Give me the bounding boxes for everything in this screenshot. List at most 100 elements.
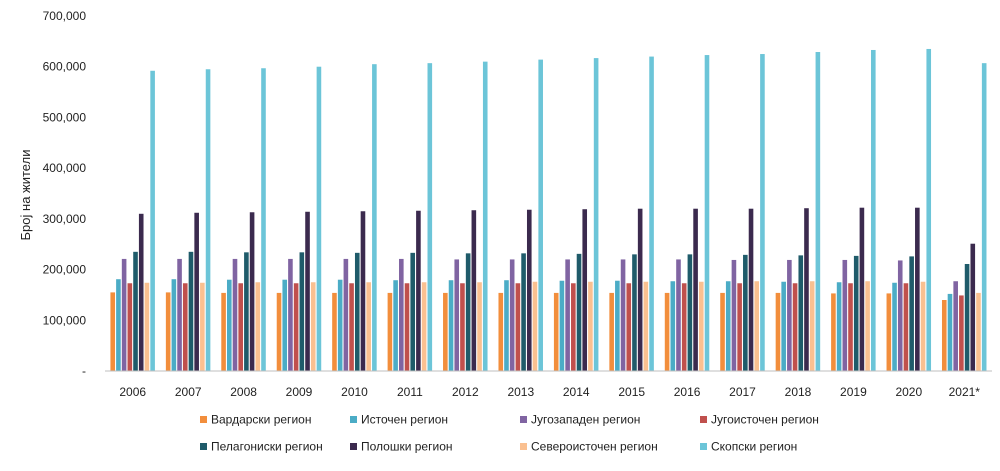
bar-6-2013 bbox=[526, 209, 532, 371]
bar-5-2018 bbox=[798, 255, 804, 371]
bar-1-2007 bbox=[165, 292, 171, 371]
bar-2-2017 bbox=[725, 281, 731, 371]
bar-8-2014 bbox=[593, 58, 599, 372]
bar-6-2017 bbox=[748, 208, 754, 371]
bar-7-2011 bbox=[421, 282, 427, 371]
bar-2-2012 bbox=[448, 280, 454, 371]
bar-5-2010 bbox=[354, 252, 360, 371]
bar-2-2016 bbox=[670, 281, 676, 371]
legend-swatch bbox=[200, 416, 207, 423]
bar-4-2011 bbox=[404, 283, 410, 371]
x-tick-label: 2015 bbox=[618, 385, 645, 399]
bar-4-2007 bbox=[182, 283, 188, 371]
bar-2-2021p bbox=[947, 293, 953, 371]
x-tick-label: 2007 bbox=[175, 385, 202, 399]
bar-3-2019 bbox=[842, 259, 848, 371]
bar-6-2006 bbox=[138, 213, 144, 371]
bar-7-2010 bbox=[366, 282, 371, 371]
bar-8-2017 bbox=[760, 54, 765, 371]
bar-1-2006 bbox=[110, 292, 116, 371]
legend-label: Североисточен регион bbox=[531, 440, 658, 454]
y-tick-label: 500,000 bbox=[43, 110, 87, 124]
bar-6-2012 bbox=[471, 210, 477, 371]
legend-label: Полошки регион bbox=[361, 440, 453, 454]
bar-8-2019 bbox=[871, 49, 876, 371]
bar-1-2021p bbox=[941, 300, 947, 371]
y-tick-label: 100,000 bbox=[43, 313, 87, 327]
legend-swatch bbox=[520, 443, 527, 450]
bar-7-2007 bbox=[200, 282, 205, 371]
bar-7-2015 bbox=[643, 281, 649, 371]
bar-4-2015 bbox=[626, 283, 632, 371]
bar-5-2014 bbox=[576, 253, 582, 371]
bar-2-2020 bbox=[892, 282, 897, 371]
bar-5-2008 bbox=[244, 252, 249, 371]
bar-4-2019 bbox=[848, 283, 853, 371]
bars bbox=[110, 48, 987, 372]
bar-3-2009 bbox=[288, 258, 293, 371]
bar-3-2015 bbox=[620, 259, 626, 371]
bar-5-2012 bbox=[465, 253, 471, 371]
x-tick-label: 2017 bbox=[729, 385, 756, 399]
bar-7-2021p bbox=[976, 292, 981, 371]
bar-8-2018 bbox=[815, 52, 821, 371]
y-axis-ticks: - 100,000 200,000 300,000 400,000 500,000 600,… bbox=[43, 9, 87, 378]
x-tick-label: 2006 bbox=[119, 385, 146, 399]
bar-2-2018 bbox=[781, 281, 786, 371]
y-tick-label: 600,000 bbox=[43, 60, 87, 74]
bar-1-2010 bbox=[332, 292, 337, 371]
bar-8-2021p bbox=[981, 63, 987, 371]
bar-4-2018 bbox=[792, 283, 798, 371]
bar-3-2018 bbox=[787, 259, 792, 371]
bar-7-2014 bbox=[588, 281, 593, 371]
x-tick-label: 2014 bbox=[563, 385, 590, 399]
legend-label: Скопски регион bbox=[711, 440, 797, 454]
legend-label: Пелагониски регион bbox=[211, 440, 323, 454]
x-tick-label: 2018 bbox=[785, 385, 812, 399]
bar-1-2011 bbox=[387, 292, 393, 371]
bar-5-2021p bbox=[964, 263, 970, 371]
bar-6-2016 bbox=[693, 208, 698, 371]
bar-7-2009 bbox=[310, 282, 316, 371]
bar-4-2021p bbox=[959, 295, 964, 371]
bar-8-2013 bbox=[538, 59, 543, 372]
y-tick-label: 400,000 bbox=[43, 161, 87, 175]
bar-1-2018 bbox=[775, 292, 781, 371]
bar-2-2008 bbox=[226, 279, 232, 371]
bar-5-2009 bbox=[299, 252, 305, 371]
bar-5-2015 bbox=[632, 254, 637, 371]
bar-7-2006 bbox=[144, 282, 150, 371]
y-tick-label: - bbox=[82, 364, 86, 378]
y-tick-label: 700,000 bbox=[43, 9, 87, 23]
bar-7-2013 bbox=[532, 281, 538, 371]
bar-2-2009 bbox=[282, 279, 288, 371]
bar-3-2011 bbox=[399, 258, 404, 371]
bar-8-2020 bbox=[926, 48, 932, 372]
bar-7-2017 bbox=[754, 281, 760, 371]
bar-6-2008 bbox=[249, 212, 255, 371]
legend-swatch bbox=[200, 443, 207, 450]
bar-8-2016 bbox=[704, 55, 710, 372]
x-tick-label: 2008 bbox=[230, 385, 257, 399]
y-axis-label: Број на жители bbox=[18, 150, 33, 241]
bar-4-2009 bbox=[293, 283, 299, 371]
bar-6-2015 bbox=[637, 208, 643, 371]
bar-3-2014 bbox=[565, 259, 570, 371]
x-tick-label: 2019 bbox=[840, 385, 867, 399]
bar-2-2015 bbox=[615, 280, 620, 371]
bar-3-2020 bbox=[897, 260, 903, 371]
bar-6-2007 bbox=[194, 212, 199, 371]
bar-4-2017 bbox=[737, 283, 742, 371]
bar-5-2019 bbox=[853, 255, 859, 371]
bar-5-2007 bbox=[188, 251, 194, 371]
bar-6-2011 bbox=[416, 210, 421, 371]
bar-8-2012 bbox=[482, 61, 488, 371]
legend: Вардарски регион Источен регион Југозападе… bbox=[200, 413, 819, 454]
x-tick-label: 2012 bbox=[452, 385, 479, 399]
bar-3-2008 bbox=[232, 258, 238, 371]
bar-1-2017 bbox=[720, 292, 725, 371]
legend-label: Вардарски регион bbox=[211, 413, 311, 427]
bar-5-2016 bbox=[687, 254, 693, 371]
bar-4-2014 bbox=[571, 283, 576, 371]
x-tick-label: 2009 bbox=[286, 385, 313, 399]
